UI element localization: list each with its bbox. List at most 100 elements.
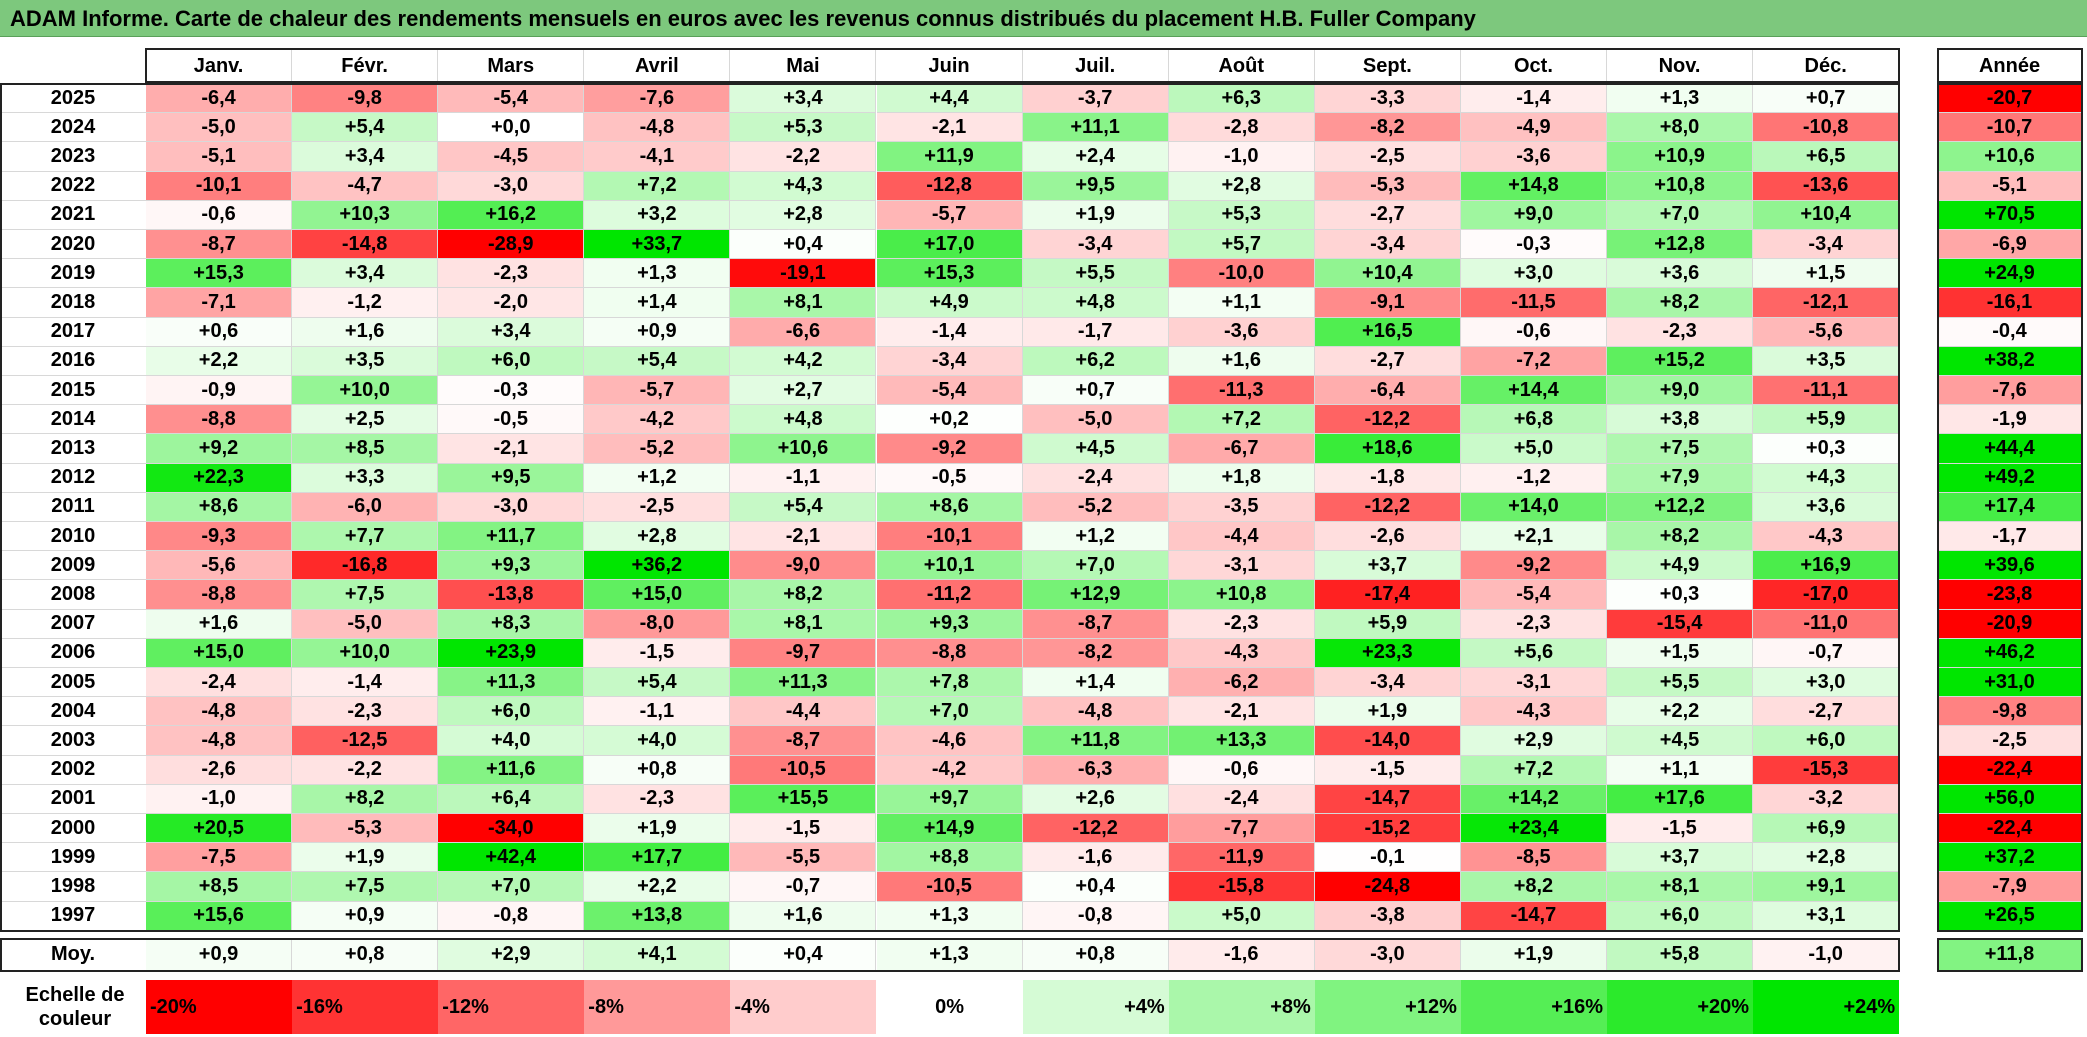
heatmap-cell: -5,5 bbox=[730, 843, 877, 873]
heatmap-cell: +7,5 bbox=[292, 580, 439, 610]
heatmap-cell: +6,2 bbox=[1022, 346, 1169, 376]
heatmap-cell: +3,7 bbox=[1607, 843, 1754, 873]
color-scale-step: -4% bbox=[730, 980, 877, 1034]
heatmap-cell: -8,8 bbox=[146, 405, 293, 435]
heatmap-cell: -5,3 bbox=[1314, 171, 1461, 201]
heatmap-cell: -1,5 bbox=[730, 814, 877, 844]
heatmap-cell: +18,6 bbox=[1314, 434, 1461, 464]
annual-cell: -20,9 bbox=[1938, 609, 2082, 639]
heatmap-cell: +7,5 bbox=[1607, 434, 1754, 464]
heatmap-cell: +14,2 bbox=[1460, 784, 1607, 814]
heatmap-cell: -2,3 bbox=[1607, 317, 1754, 347]
heatmap-cell: -2,7 bbox=[1314, 346, 1461, 376]
heatmap-cell: -15,4 bbox=[1607, 609, 1754, 639]
heatmap-cell: -3,0 bbox=[438, 492, 585, 522]
heatmap-cell: -1,5 bbox=[584, 638, 731, 668]
heatmap-cell: -2,1 bbox=[1168, 697, 1315, 727]
heatmap-cell: -17,0 bbox=[1753, 580, 1900, 610]
heatmap-cell: +2,9 bbox=[1460, 726, 1607, 756]
heatmap-cell: +6,5 bbox=[1753, 142, 1900, 172]
heatmap-cell: +8,1 bbox=[730, 288, 877, 318]
heatmap-cell: -1,2 bbox=[292, 288, 439, 318]
year-label: 2019 bbox=[0, 259, 146, 289]
heatmap-cell: +5,0 bbox=[1168, 901, 1315, 931]
heatmap-cell: +1,5 bbox=[1753, 259, 1900, 289]
heatmap-cell: -14,7 bbox=[1460, 901, 1607, 931]
heatmap-cell: -15,8 bbox=[1168, 872, 1315, 902]
heatmap-cell: +2,2 bbox=[1607, 697, 1754, 727]
heatmap-cell: -13,6 bbox=[1753, 171, 1900, 201]
heatmap-cell: -6,0 bbox=[292, 492, 439, 522]
color-scale-step: +20% bbox=[1607, 980, 1754, 1034]
heatmap-cell: -10,1 bbox=[146, 171, 293, 201]
annual-cell: -22,4 bbox=[1938, 755, 2082, 785]
heatmap-cell: +1,2 bbox=[584, 463, 731, 493]
heatmap-cell: -9,7 bbox=[730, 638, 877, 668]
heatmap-cell: +2,7 bbox=[730, 376, 877, 406]
heatmap-cell: +15,0 bbox=[146, 638, 293, 668]
month-header: Nov. bbox=[1607, 50, 1754, 83]
heatmap-cell: -3,5 bbox=[1168, 492, 1315, 522]
heatmap-cell: +6,4 bbox=[438, 784, 585, 814]
heatmap-cell: -11,0 bbox=[1753, 609, 1900, 639]
heatmap-cell: +15,0 bbox=[584, 580, 731, 610]
heatmap-cell: -8,5 bbox=[1460, 843, 1607, 873]
year-label: 2011 bbox=[0, 492, 146, 522]
heatmap-cell: +7,0 bbox=[438, 872, 585, 902]
annual-cell: -6,9 bbox=[1938, 230, 2082, 260]
heatmap-cell: +8,1 bbox=[730, 609, 877, 639]
year-label: 1998 bbox=[0, 872, 146, 902]
annual-cell: +31,0 bbox=[1938, 668, 2082, 698]
year-label: 2004 bbox=[0, 697, 146, 727]
heatmap-cell: -9,3 bbox=[146, 522, 293, 552]
heatmap-cell: +3,1 bbox=[1753, 901, 1900, 931]
heatmap-cell: +7,8 bbox=[876, 668, 1023, 698]
heatmap-cell: +9,2 bbox=[146, 434, 293, 464]
color-scale-label: Echelle de couleur bbox=[0, 978, 150, 1036]
heatmap-cell: +6,0 bbox=[438, 346, 585, 376]
year-label: 1999 bbox=[0, 843, 146, 873]
heatmap-cell: -1,8 bbox=[1314, 463, 1461, 493]
heatmap-cell: +9,3 bbox=[876, 609, 1023, 639]
month-header: Déc. bbox=[1753, 50, 1900, 83]
heatmap-cell: +8,0 bbox=[1607, 113, 1754, 143]
heatmap-cell: +0,8 bbox=[584, 755, 731, 785]
heatmap-cell: +1,9 bbox=[292, 843, 439, 873]
heatmap-cell: +1,6 bbox=[146, 609, 293, 639]
heatmap-cell: -7,2 bbox=[1460, 346, 1607, 376]
heatmap-cell: -0,7 bbox=[1753, 638, 1900, 668]
heatmap-cell: +3,2 bbox=[584, 200, 731, 230]
heatmap-cell: -2,2 bbox=[730, 142, 877, 172]
heatmap-cell: -14,7 bbox=[1314, 784, 1461, 814]
heatmap-cell: +11,9 bbox=[876, 142, 1023, 172]
annual-cell: +37,2 bbox=[1938, 843, 2082, 873]
color-scale-step: -20% bbox=[146, 980, 293, 1034]
heatmap-cell: -5,4 bbox=[1460, 580, 1607, 610]
heatmap-cell: -2,0 bbox=[438, 288, 585, 318]
heatmap-cell: -4,4 bbox=[1168, 522, 1315, 552]
heatmap-cell: +8,2 bbox=[1607, 522, 1754, 552]
average-annual-cell: +11,8 bbox=[1938, 938, 2082, 971]
heatmap-cell: -14,8 bbox=[292, 230, 439, 260]
heatmap-cell: -3,6 bbox=[1460, 142, 1607, 172]
heatmap-cell: +5,7 bbox=[1168, 230, 1315, 260]
month-header: Août bbox=[1168, 50, 1315, 83]
color-scale-step: +12% bbox=[1314, 980, 1461, 1034]
heatmap-cell: -4,2 bbox=[584, 405, 731, 435]
year-label: 2000 bbox=[0, 814, 146, 844]
heatmap-cell: -2,5 bbox=[584, 492, 731, 522]
heatmap-cell: +16,5 bbox=[1314, 317, 1461, 347]
heatmap-cell: +0,3 bbox=[1753, 434, 1900, 464]
heatmap-cell: +9,0 bbox=[1460, 200, 1607, 230]
heatmap-cell: +7,0 bbox=[1607, 200, 1754, 230]
heatmap-cell: -5,7 bbox=[584, 376, 731, 406]
heatmap-cell: -5,2 bbox=[1022, 492, 1169, 522]
heatmap-cell: +4,2 bbox=[730, 346, 877, 376]
heatmap-cell: -3,8 bbox=[1314, 901, 1461, 931]
heatmap-cell: +4,8 bbox=[1022, 288, 1169, 318]
year-label: 2002 bbox=[0, 755, 146, 785]
heatmap-cell: -12,8 bbox=[876, 171, 1023, 201]
heatmap-cell: -2,7 bbox=[1753, 697, 1900, 727]
heatmap-cell: +1,6 bbox=[292, 317, 439, 347]
heatmap-cell: +1,8 bbox=[1168, 463, 1315, 493]
